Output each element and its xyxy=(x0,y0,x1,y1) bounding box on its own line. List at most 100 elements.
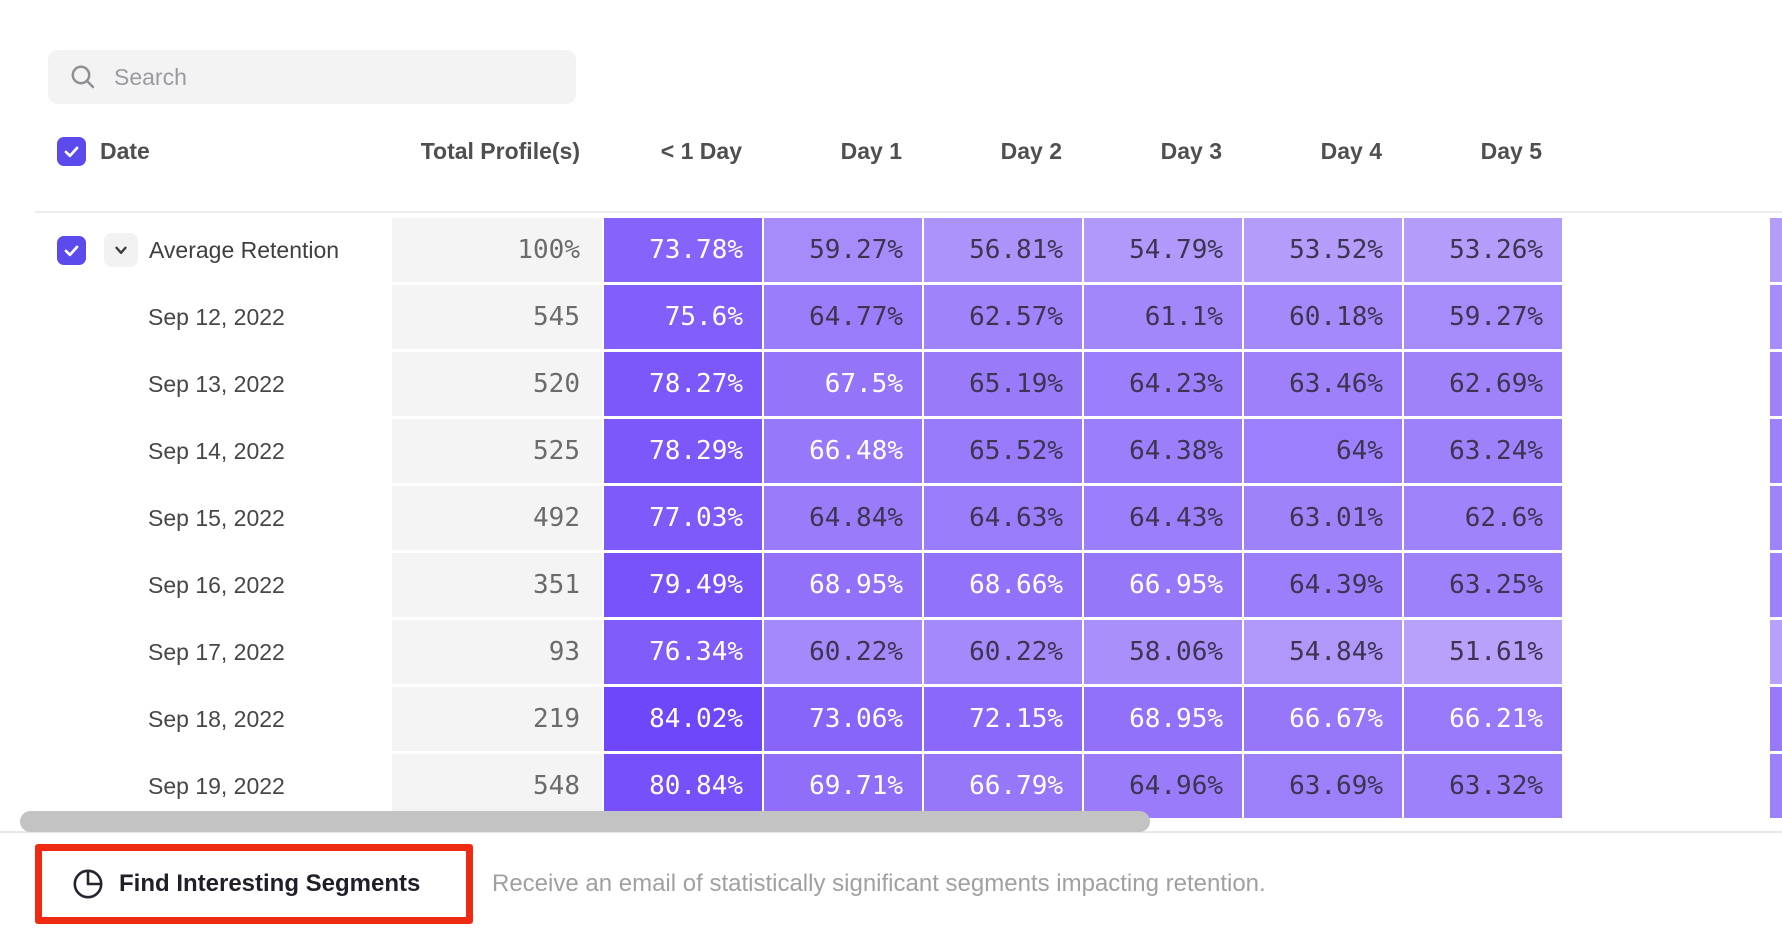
retention-cell[interactable]: 64.38% xyxy=(1084,419,1242,483)
clipped-next-column-sliver xyxy=(1770,553,1782,617)
retention-cell[interactable]: 66.67% xyxy=(1244,687,1402,751)
collapse-chevron-button[interactable] xyxy=(104,233,138,267)
retention-cell[interactable]: 61.1% xyxy=(1084,285,1242,349)
retention-cell[interactable]: 64.63% xyxy=(924,486,1082,550)
retention-cell[interactable]: 64.77% xyxy=(764,285,922,349)
retention-cell[interactable]: 75.6% xyxy=(604,285,762,349)
row-label-cell: Sep 17, 2022 xyxy=(0,620,390,684)
retention-cell[interactable]: 64.23% xyxy=(1084,352,1242,416)
retention-cell[interactable]: 54.79% xyxy=(1084,218,1242,282)
horizontal-scrollbar-thumb[interactable] xyxy=(20,811,1150,832)
total-profiles-cell: 351 xyxy=(392,553,602,617)
retention-cell[interactable]: 66.95% xyxy=(1084,553,1242,617)
table-row: Sep 17, 2022 93 76.34% 60.22% 60.22% 58.06% 54… xyxy=(0,620,1782,684)
row-label-cell: Sep 16, 2022 xyxy=(0,553,390,617)
column-header-total-profiles: Total Profile(s) xyxy=(420,137,580,164)
retention-cell[interactable]: 63.01% xyxy=(1244,486,1402,550)
retention-cell[interactable]: 64.43% xyxy=(1084,486,1242,550)
retention-cell[interactable]: 78.27% xyxy=(604,352,762,416)
row-edge-spacer xyxy=(1564,285,1782,349)
clipped-next-column-sliver xyxy=(1770,620,1782,684)
row-label: Sep 19, 2022 xyxy=(148,772,285,799)
retention-cell[interactable]: 84.02% xyxy=(604,687,762,751)
retention-cell[interactable]: 66.48% xyxy=(764,419,922,483)
retention-cell[interactable]: 63.24% xyxy=(1404,419,1562,483)
row-label: Average Retention xyxy=(149,236,340,263)
retention-cell[interactable]: 66.21% xyxy=(1404,687,1562,751)
retention-cell[interactable]: 78.29% xyxy=(604,419,762,483)
retention-cell[interactable]: 63.46% xyxy=(1244,352,1402,416)
retention-cell[interactable]: 65.52% xyxy=(924,419,1082,483)
date-header-cell: Date xyxy=(0,128,390,174)
retention-cell[interactable]: 68.95% xyxy=(1084,687,1242,751)
column-header-day-4: Day 4 xyxy=(1320,137,1382,164)
retention-cell[interactable]: 51.61% xyxy=(1404,620,1562,684)
retention-cell[interactable]: 62.69% xyxy=(1404,352,1562,416)
search-icon xyxy=(71,65,95,89)
annotation-highlight-red-box: Find Interesting Segments xyxy=(35,844,473,924)
retention-cell[interactable]: 63.25% xyxy=(1404,553,1562,617)
chevron-down-icon xyxy=(115,246,127,254)
retention-cell[interactable]: 59.27% xyxy=(1404,285,1562,349)
find-interesting-segments-label: Find Interesting Segments xyxy=(119,870,421,897)
total-profiles-cell: 525 xyxy=(392,419,602,483)
find-interesting-segments-button[interactable]: Find Interesting Segments xyxy=(42,868,420,900)
clipped-next-column-sliver xyxy=(1770,687,1782,751)
header-edge-spacer xyxy=(1564,128,1782,174)
retention-cell[interactable]: 58.06% xyxy=(1084,620,1242,684)
row-edge-spacer xyxy=(1564,419,1782,483)
search-input[interactable] xyxy=(112,62,556,92)
retention-cell[interactable]: 79.49% xyxy=(604,553,762,617)
row-label-cell: Sep 15, 2022 xyxy=(0,486,390,550)
search-bar[interactable] xyxy=(48,50,576,104)
retention-cell[interactable]: 72.15% xyxy=(924,687,1082,751)
retention-cell[interactable]: 73.06% xyxy=(764,687,922,751)
retention-cell[interactable]: 66.79% xyxy=(924,754,1082,818)
row-label-cell: Sep 19, 2022 xyxy=(0,754,390,818)
table-row: Average Retention 100% 73.78% 59.27% 56.81% 5… xyxy=(0,218,1782,282)
segments-pie-icon xyxy=(73,869,103,899)
retention-cell[interactable]: 73.78% xyxy=(604,218,762,282)
retention-cell[interactable]: 62.6% xyxy=(1404,486,1562,550)
check-icon xyxy=(64,245,79,256)
table-row: Sep 19, 2022 548 80.84% 69.71% 66.79% 64.96% 6… xyxy=(0,754,1782,818)
retention-cell[interactable]: 60.22% xyxy=(764,620,922,684)
row-edge-spacer xyxy=(1564,620,1782,684)
retention-cell[interactable]: 65.19% xyxy=(924,352,1082,416)
total-profiles-cell: 492 xyxy=(392,486,602,550)
retention-cell[interactable]: 68.95% xyxy=(764,553,922,617)
footer-divider xyxy=(0,831,1782,833)
retention-cell[interactable]: 60.18% xyxy=(1244,285,1402,349)
retention-cell[interactable]: 64.96% xyxy=(1084,754,1242,818)
row-edge-spacer xyxy=(1564,352,1782,416)
retention-cell[interactable]: 63.69% xyxy=(1244,754,1402,818)
retention-cell[interactable]: 67.5% xyxy=(764,352,922,416)
row-checkbox[interactable] xyxy=(57,235,86,265)
row-label: Sep 18, 2022 xyxy=(148,705,285,732)
retention-cell[interactable]: 77.03% xyxy=(604,486,762,550)
row-label-cell: Sep 14, 2022 xyxy=(0,419,390,483)
retention-table-body: Average Retention 100% 73.78% 59.27% 56.81% 5… xyxy=(0,218,1782,821)
retention-cell[interactable]: 64% xyxy=(1244,419,1402,483)
retention-cell[interactable]: 69.71% xyxy=(764,754,922,818)
retention-cell[interactable]: 59.27% xyxy=(764,218,922,282)
retention-cell[interactable]: 53.52% xyxy=(1244,218,1402,282)
retention-cell[interactable]: 68.66% xyxy=(924,553,1082,617)
select-all-checkbox[interactable] xyxy=(57,136,86,166)
retention-cell[interactable]: 56.81% xyxy=(924,218,1082,282)
column-header-day-2: Day 2 xyxy=(1000,137,1062,164)
retention-cell[interactable]: 64.84% xyxy=(764,486,922,550)
retention-cell[interactable]: 63.32% xyxy=(1404,754,1562,818)
table-row: Sep 13, 2022 520 78.27% 67.5% 65.19% 64.23% 63… xyxy=(0,352,1782,416)
total-profiles-cell: 93 xyxy=(392,620,602,684)
retention-cell[interactable]: 53.26% xyxy=(1404,218,1562,282)
row-label: Sep 16, 2022 xyxy=(148,571,285,598)
retention-cell[interactable]: 62.57% xyxy=(924,285,1082,349)
table-row: Sep 16, 2022 351 79.49% 68.95% 68.66% 66.95% 6… xyxy=(0,553,1782,617)
retention-cell[interactable]: 54.84% xyxy=(1244,620,1402,684)
retention-cell[interactable]: 60.22% xyxy=(924,620,1082,684)
retention-cell[interactable]: 64.39% xyxy=(1244,553,1402,617)
retention-cell[interactable]: 76.34% xyxy=(604,620,762,684)
retention-cell[interactable]: 80.84% xyxy=(604,754,762,818)
